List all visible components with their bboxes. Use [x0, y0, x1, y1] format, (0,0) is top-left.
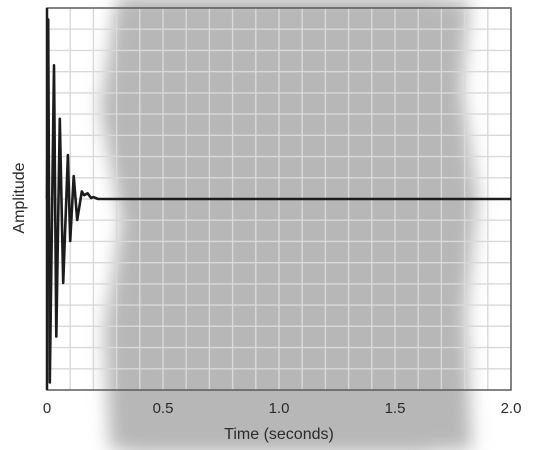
x-tick-label: 0: [43, 400, 51, 417]
series-line: [45, 18, 511, 384]
scan-shade-core: [120, 0, 450, 450]
y-axis-label: Amplitude: [11, 162, 28, 233]
x-tick-label: 2.0: [501, 400, 522, 417]
x-axis-label: Time (seconds): [224, 426, 334, 443]
x-tick-label: 0.5: [153, 400, 174, 417]
scanned-paper-shading: [100, 0, 478, 450]
x-axis-tick-labels: 0 0.5 1.0 1.5 2.0: [43, 400, 522, 417]
x-tick-label: 1.0: [269, 400, 290, 417]
amplitude-trace: [45, 18, 511, 384]
x-tick-label: 1.5: [385, 400, 406, 417]
